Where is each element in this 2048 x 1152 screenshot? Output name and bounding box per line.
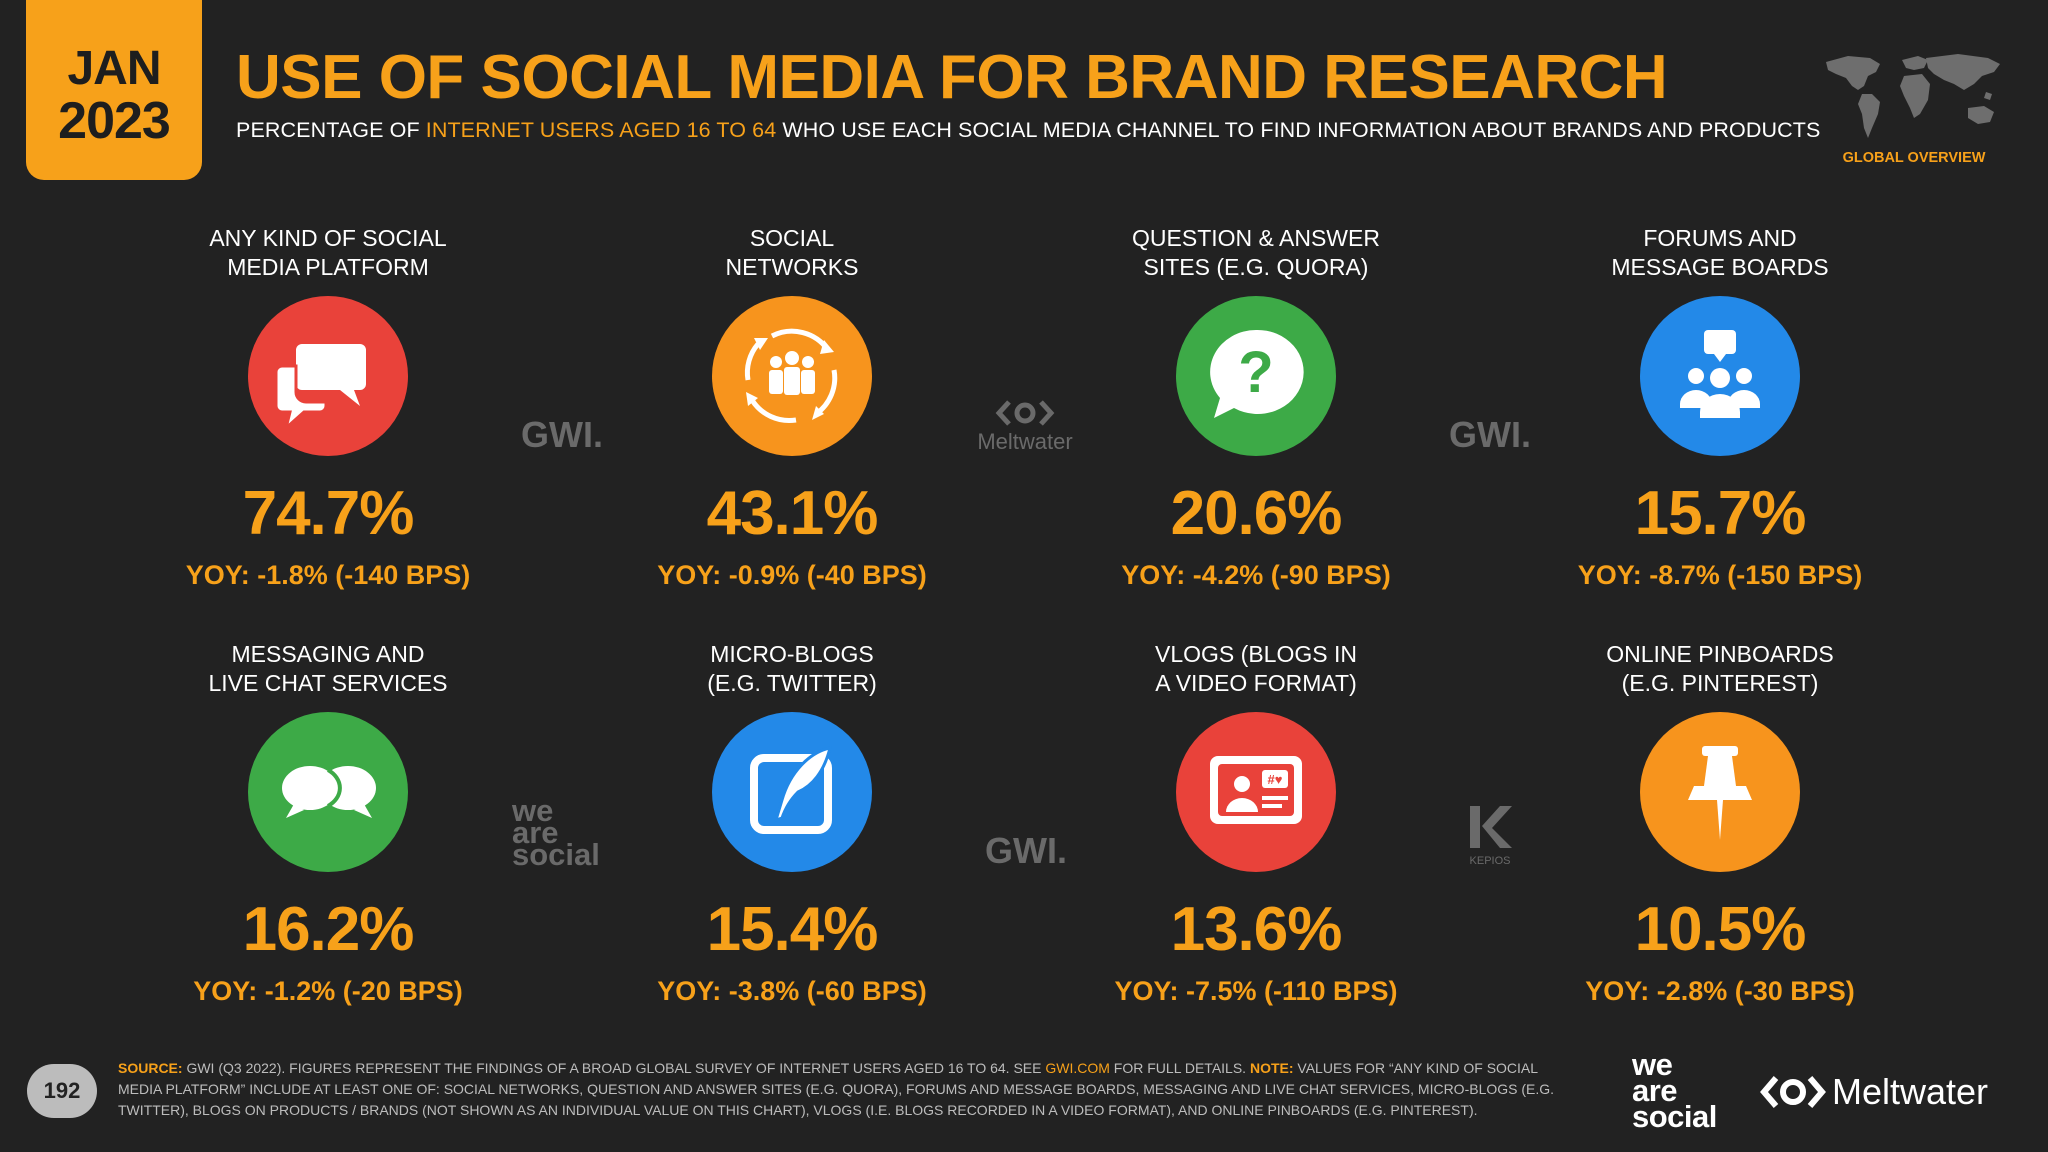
stat-label: MICRO-BLOGS (E.G. TWITTER) bbox=[707, 641, 877, 696]
pushpin-icon bbox=[1640, 712, 1800, 872]
vlog-icon: #♥ bbox=[1176, 712, 1336, 872]
date-year: 2023 bbox=[58, 92, 171, 150]
stat-value: 15.4% bbox=[706, 895, 879, 964]
stat-label: VLOGS (BLOGS IN A VIDEO FORMAT) bbox=[1155, 641, 1357, 696]
kepios-watermark: KEPIOS bbox=[1460, 804, 1520, 867]
stat-value: 16.2% bbox=[242, 895, 415, 964]
stat-label: FORUMS AND MESSAGE BOARDS bbox=[1611, 225, 1829, 280]
meltwater-logo-icon bbox=[995, 400, 1055, 426]
date-badge: JAN 2023 bbox=[26, 0, 202, 180]
page-number: 192 bbox=[27, 1064, 97, 1118]
subtitle-highlight: INTERNET USERS AGED 16 TO 64 bbox=[425, 118, 777, 142]
we-are-social-watermark: we are social bbox=[512, 793, 600, 872]
chat-bubbles-icon bbox=[248, 296, 408, 456]
stat-yoy: YOY: -1.8% (-140 BPS) bbox=[185, 560, 471, 590]
stat-value: 10.5% bbox=[1634, 895, 1807, 964]
stat-value: 13.6% bbox=[1170, 895, 1343, 964]
source-note: SOURCE: GWI (Q3 2022). FIGURES REPRESENT… bbox=[118, 1060, 1555, 1118]
page-subtitle: PERCENTAGE OF INTERNET USERS AGED 16 TO … bbox=[236, 118, 1820, 143]
quill-icon bbox=[712, 712, 872, 872]
stat-yoy: YOY: -0.9% (-40 BPS) bbox=[657, 560, 927, 590]
stat-yoy: YOY: -2.8% (-30 BPS) bbox=[1585, 976, 1855, 1006]
forum-group-icon bbox=[1640, 296, 1800, 456]
global-overview-label: GLOBAL OVERVIEW bbox=[1842, 150, 1986, 166]
gwi-watermark-3: GWI. bbox=[985, 830, 1067, 871]
stat-yoy: YOY: -8.7% (-150 BPS) bbox=[1577, 560, 1863, 590]
meltwater-mark-icon bbox=[1760, 1076, 1826, 1108]
gwi-link[interactable]: GWI.COM bbox=[1045, 1060, 1110, 1076]
meltwater-logo: Meltwater bbox=[1760, 1070, 1988, 1114]
stat-label: ANY KIND OF SOCIAL MEDIA PLATFORM bbox=[209, 225, 447, 280]
stat-yoy: YOY: -3.8% (-60 BPS) bbox=[657, 976, 927, 1006]
stat-yoy: YOY: -1.2% (-20 BPS) bbox=[193, 976, 463, 1006]
stat-value: 74.7% bbox=[242, 479, 415, 548]
meltwater-watermark: Meltwater bbox=[960, 398, 1090, 455]
kepios-logo-icon bbox=[1470, 806, 1512, 848]
stat-value: 15.7% bbox=[1634, 479, 1807, 548]
world-map-icon bbox=[1826, 54, 2000, 138]
question-bubble-icon: ? bbox=[1176, 296, 1336, 456]
svg-text:#♥: #♥ bbox=[1268, 772, 1283, 787]
stat-label: SOCIAL NETWORKS bbox=[725, 225, 859, 280]
stat-label: QUESTION & ANSWER SITES (E.G. QUORA) bbox=[1132, 225, 1380, 280]
gwi-watermark-2: GWI. bbox=[1449, 414, 1531, 455]
subtitle-text: PERCENTAGE OF bbox=[236, 118, 426, 142]
subtitle-text-end: WHO USE EACH SOCIAL MEDIA CHANNEL TO FIN… bbox=[776, 118, 1821, 142]
page-title: USE OF SOCIAL MEDIA FOR BRAND RESEARCH bbox=[236, 43, 1668, 112]
stat-yoy: YOY: -7.5% (-110 BPS) bbox=[1114, 976, 1398, 1006]
people-network-icon bbox=[712, 296, 872, 456]
meltwater-logo-text: Meltwater bbox=[1832, 1071, 1989, 1112]
stat-value: 20.6% bbox=[1170, 479, 1343, 548]
stat-label: MESSAGING AND LIVE CHAT SERVICES bbox=[208, 641, 448, 696]
stat-value: 43.1% bbox=[706, 479, 879, 548]
we-are-social-logo: we are social bbox=[1632, 1047, 1717, 1134]
messaging-icon bbox=[248, 712, 408, 872]
date-month: JAN bbox=[67, 42, 161, 95]
stat-label: ONLINE PINBOARDS (E.G. PINTEREST) bbox=[1606, 641, 1834, 696]
gwi-watermark: GWI. bbox=[521, 414, 603, 455]
meltwater-watermark-text: Meltwater bbox=[977, 429, 1073, 454]
stat-yoy: YOY: -4.2% (-90 BPS) bbox=[1121, 560, 1391, 590]
svg-text:?: ? bbox=[1238, 340, 1273, 405]
